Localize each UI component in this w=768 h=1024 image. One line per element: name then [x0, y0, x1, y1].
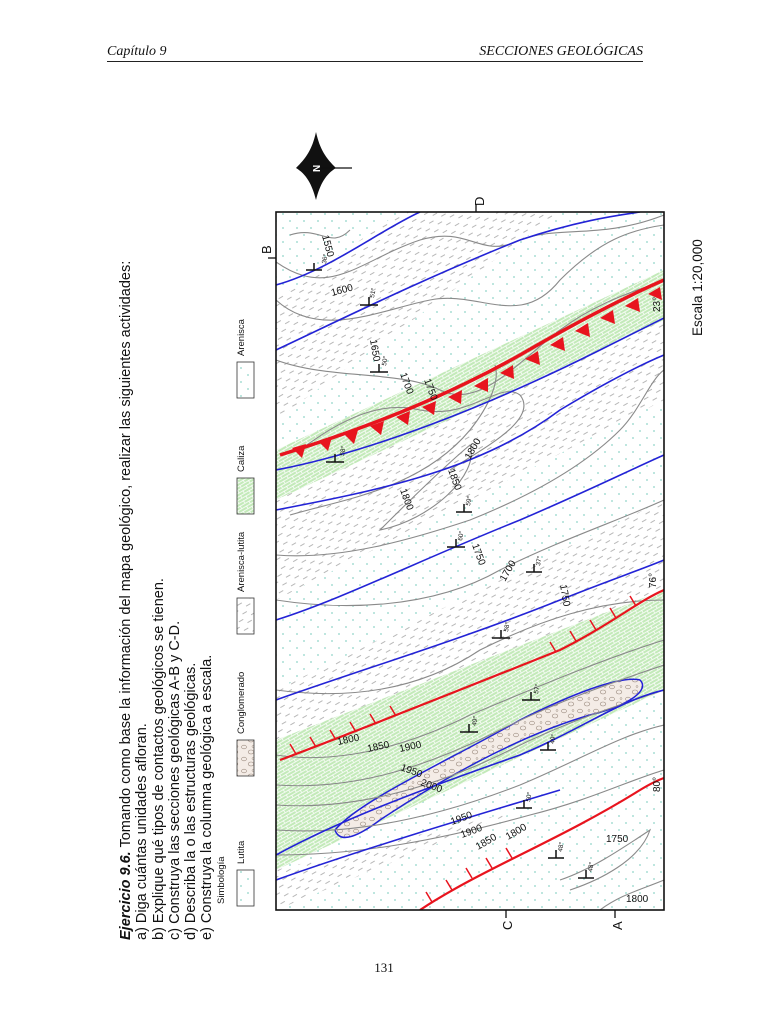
- legend-label-conglomerado: Conglomerado: [236, 672, 247, 734]
- svg-text:36°: 36°: [320, 253, 330, 264]
- fault-dip-labels: 23° 76° 80°: [648, 297, 663, 792]
- svg-text:50°: 50°: [524, 791, 534, 802]
- geologic-map: [268, 204, 665, 918]
- page-number: 131: [374, 960, 394, 975]
- section-ticks: [268, 204, 616, 918]
- sandstone-shale-unit-north: [276, 212, 560, 420]
- svg-text:51°: 51°: [368, 287, 378, 298]
- normal-fault-south: [419, 776, 664, 910]
- thrust-teeth: [292, 287, 662, 458]
- svg-text:48°: 48°: [586, 861, 596, 872]
- svg-text:37°: 37°: [534, 555, 544, 566]
- svg-text:1900: 1900: [398, 739, 422, 754]
- geologic-contacts: [276, 212, 664, 881]
- dip-symbols: [306, 263, 594, 879]
- legend-label-lutita: Lutita: [236, 840, 247, 864]
- svg-text:1750: 1750: [606, 834, 629, 845]
- svg-text:1800: 1800: [626, 894, 649, 905]
- legend-label-caliza: Caliza: [236, 445, 247, 472]
- svg-text:49°: 49°: [548, 733, 558, 744]
- legend-swatches: [236, 361, 255, 907]
- svg-text:1650: 1650: [367, 339, 382, 363]
- svg-text:23°: 23°: [652, 297, 663, 312]
- chapter-header: Capítulo 9: [107, 44, 167, 59]
- svg-text:1800: 1800: [336, 732, 360, 747]
- section-label-a: A: [610, 921, 625, 930]
- dip-labels: 36° 51° 50° 58° 59° 60° 37° 58° 57° 49° …: [320, 253, 596, 872]
- legend-swatch-lutita: [236, 869, 255, 907]
- fault-ticks-middle: [289, 595, 637, 755]
- thrust-fault-north: [279, 278, 664, 457]
- shale-unit: [276, 810, 520, 910]
- svg-text:48°: 48°: [556, 841, 566, 852]
- section-header: SECCIONES GEOLÓGICAS: [479, 44, 643, 59]
- svg-text:50°: 50°: [380, 355, 390, 366]
- svg-text:80°: 80°: [652, 777, 663, 792]
- svg-text:58°: 58°: [338, 445, 348, 456]
- svg-text:57°: 57°: [532, 683, 542, 694]
- legend-label-arenisca: Arenisca: [236, 318, 247, 356]
- svg-text:60°: 60°: [456, 530, 466, 541]
- fault-ticks-south: [425, 847, 513, 903]
- normal-fault-middle: [279, 588, 664, 762]
- svg-text:59°: 59°: [464, 495, 474, 506]
- north-arrow: [296, 132, 352, 200]
- map-frame: [275, 211, 665, 911]
- svg-text:1750: 1750: [557, 584, 572, 608]
- svg-text:58°: 58°: [502, 621, 512, 632]
- faults: [279, 278, 664, 910]
- svg-text:1850: 1850: [366, 739, 390, 754]
- conglomerate-unit: [334, 678, 644, 839]
- section-label-b: B: [259, 245, 274, 254]
- section-label-c: C: [500, 921, 515, 930]
- legend-swatch-conglomerado: [236, 739, 255, 777]
- section-label-d: D: [472, 197, 487, 206]
- svg-text:49°: 49°: [470, 715, 480, 726]
- sandstone-shale-unit-south: [276, 500, 664, 740]
- legend-label-arenisca-lutita: Arenisca-lutita: [236, 531, 247, 592]
- legend-labels: Lutita Conglomerado Arenisca-lutita Cali…: [236, 318, 247, 864]
- header-rule: [107, 61, 643, 62]
- svg-text:76°: 76°: [648, 573, 659, 588]
- north-letter: N: [312, 165, 323, 172]
- legend-swatch-caliza: [236, 477, 255, 515]
- legend-swatch-arenisca-lutita: [236, 597, 255, 635]
- legend-swatch-arenisca: [236, 361, 255, 399]
